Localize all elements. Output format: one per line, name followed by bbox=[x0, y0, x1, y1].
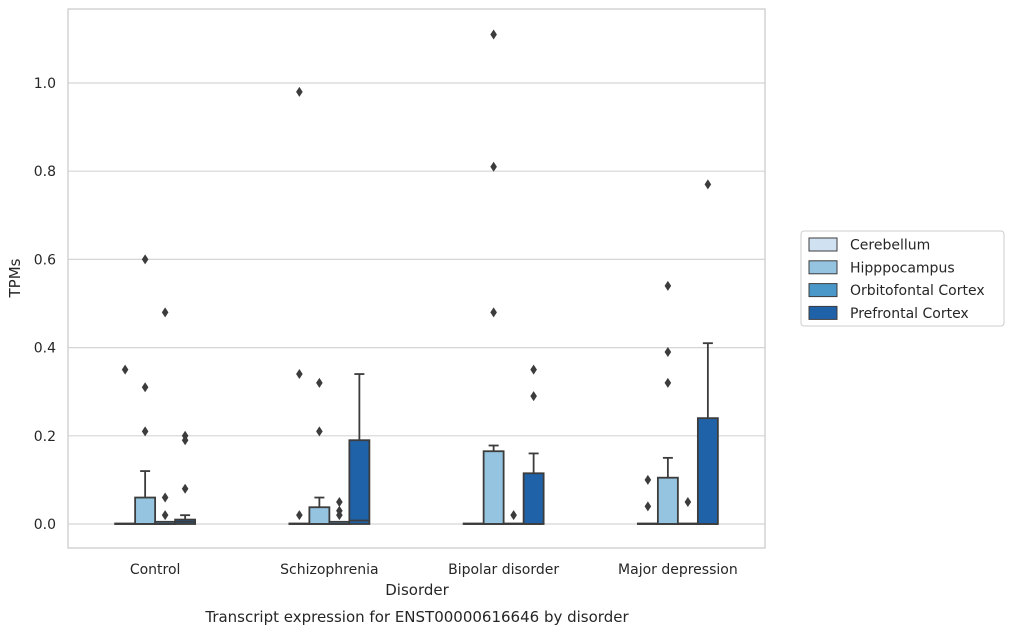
outlier-point bbox=[664, 280, 672, 291]
box bbox=[482, 450, 505, 525]
box-hipppocampus bbox=[134, 254, 157, 525]
outlier-point bbox=[644, 474, 652, 485]
y-tick-label: 0.4 bbox=[34, 341, 56, 357]
box bbox=[696, 417, 719, 525]
legend-swatch bbox=[808, 237, 838, 252]
box-hipppocampus bbox=[308, 377, 331, 525]
outlier-point bbox=[296, 369, 303, 380]
y-tick-label: 0.0 bbox=[34, 517, 56, 533]
outlier-point bbox=[121, 364, 129, 375]
outlier-point bbox=[336, 496, 343, 507]
box-prefrontal-cortex bbox=[348, 373, 371, 525]
y-tick-labels: 0.0 0.2 0.4 0.6 0.8 1.0 bbox=[34, 76, 56, 533]
grid-lines bbox=[68, 82, 765, 525]
outlier-point bbox=[141, 426, 149, 437]
outlier-point bbox=[316, 426, 323, 437]
box-hipppocampus bbox=[482, 29, 505, 525]
plot-frame bbox=[67, 8, 766, 549]
legend-label: Hipppocampus bbox=[850, 260, 955, 276]
x-tick-labels: Control Schizophrenia Bipolar disorder Majo… bbox=[130, 562, 738, 578]
x-tick-label: Bipolar disorder bbox=[448, 562, 559, 578]
outlier-point bbox=[181, 435, 189, 446]
outlier-point bbox=[161, 510, 169, 521]
legend-swatch bbox=[808, 305, 838, 320]
outlier-point bbox=[510, 510, 517, 521]
y-tick-label: 0.6 bbox=[34, 252, 56, 268]
outlier-point bbox=[664, 347, 672, 358]
box bbox=[522, 472, 545, 525]
box-orbitofontal-cortex bbox=[328, 496, 351, 525]
x-axis-label: Disorder bbox=[385, 581, 449, 599]
outlier-point bbox=[644, 501, 652, 512]
outlier-point bbox=[704, 179, 712, 190]
legend: Cerebellum Hipppocampus Orbitofontal Corte… bbox=[800, 230, 1005, 327]
box-orbitofontal-cortex bbox=[154, 307, 177, 525]
legend-label: Orbitofontal Cortex bbox=[850, 283, 985, 299]
outlier-point bbox=[336, 510, 343, 521]
box-orbitofontal-cortex bbox=[502, 510, 525, 525]
legend-frame bbox=[800, 230, 1005, 327]
y-tick-label: 0.2 bbox=[34, 429, 56, 445]
box-cerebellum bbox=[288, 86, 311, 525]
x-tick-label: Major depression bbox=[618, 562, 738, 578]
outlier-point bbox=[161, 307, 169, 318]
outlier-point bbox=[316, 377, 323, 388]
box-cerebellum bbox=[462, 522, 485, 525]
box-prefrontal-cortex bbox=[174, 430, 197, 525]
outlier-point bbox=[530, 391, 537, 402]
box-orbitofontal-cortex bbox=[676, 496, 699, 525]
box-hipppocampus bbox=[656, 280, 679, 525]
outlier-point bbox=[490, 29, 497, 40]
box-cerebellum bbox=[114, 364, 137, 525]
legend-swatch bbox=[808, 283, 838, 298]
box bbox=[308, 506, 331, 525]
legend-label: Cerebellum bbox=[850, 238, 930, 254]
box-plot-layer bbox=[114, 29, 719, 525]
box-prefrontal-cortex bbox=[696, 179, 719, 525]
y-axis-label: TPMs bbox=[6, 258, 24, 298]
outlier-point bbox=[141, 382, 149, 393]
box-cerebellum bbox=[636, 474, 659, 525]
legend-label: Prefrontal Cortex bbox=[850, 306, 969, 322]
outlier-point bbox=[530, 364, 537, 375]
outlier-point bbox=[684, 496, 692, 507]
outlier-point bbox=[490, 161, 497, 172]
outlier-point bbox=[664, 377, 672, 388]
outlier-point bbox=[181, 483, 189, 494]
box bbox=[134, 496, 157, 525]
outlier-point bbox=[296, 86, 303, 97]
x-tick-label: Control bbox=[130, 562, 181, 578]
outlier-point bbox=[490, 307, 497, 318]
outlier-point bbox=[296, 510, 303, 521]
x-tick-label: Schizophrenia bbox=[280, 562, 378, 578]
box bbox=[348, 439, 371, 525]
outlier-point bbox=[161, 492, 169, 503]
y-tick-label: 1.0 bbox=[34, 76, 56, 92]
chart-caption: Transcript expression for ENST0000061664… bbox=[204, 608, 629, 626]
outlier-point bbox=[141, 254, 149, 265]
legend-swatch bbox=[808, 260, 838, 275]
box bbox=[656, 476, 679, 525]
box-prefrontal-cortex bbox=[522, 364, 545, 525]
y-tick-label: 0.8 bbox=[34, 164, 56, 180]
